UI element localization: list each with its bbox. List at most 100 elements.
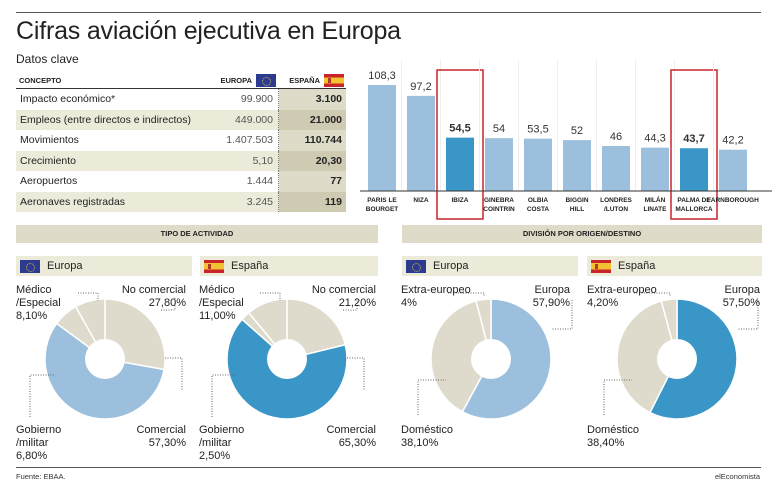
bar bbox=[641, 147, 669, 191]
donut-origin-europe bbox=[417, 292, 573, 420]
bar bbox=[524, 138, 552, 191]
leader-line bbox=[603, 379, 632, 415]
eu-flag-icon bbox=[406, 259, 426, 273]
leader-line bbox=[551, 300, 573, 330]
spain-flag-icon bbox=[591, 259, 611, 273]
bottom-rule bbox=[16, 467, 761, 468]
spain-flag-icon bbox=[324, 74, 344, 87]
subheader-label: Europa bbox=[433, 260, 469, 272]
bar-value-label: 54,5 bbox=[449, 123, 470, 135]
leader-line bbox=[78, 292, 99, 301]
bar bbox=[407, 95, 435, 191]
subheader-activity-europe: Europa bbox=[16, 256, 192, 276]
bar bbox=[602, 145, 630, 191]
bar-value-label: 43,7 bbox=[683, 133, 704, 145]
bar-category-label: PALMA DE bbox=[677, 197, 711, 204]
col-spain-label: ESPAÑA bbox=[289, 76, 320, 85]
label-domestico-spain: Doméstico 38,40% bbox=[587, 424, 639, 449]
cell-concept: Aeropuertos bbox=[20, 175, 78, 188]
leader-line bbox=[634, 292, 671, 297]
bar-category-label: FARNBOROUGH bbox=[707, 197, 759, 204]
cell-spain: 119 bbox=[279, 191, 346, 212]
subheader-label: Europa bbox=[47, 260, 83, 272]
bar-category-label: HILL bbox=[570, 206, 584, 213]
leader-line bbox=[165, 357, 183, 390]
leader-line bbox=[417, 379, 446, 415]
bar-value-label: 97,2 bbox=[410, 81, 431, 93]
bar-value-label: 53,5 bbox=[527, 124, 548, 136]
bar bbox=[563, 140, 591, 191]
bar bbox=[719, 149, 747, 191]
label-europa-europe: Europa 57,90% bbox=[532, 284, 570, 309]
table-row: Empleos (entre directos e indirectos) 449… bbox=[16, 109, 346, 130]
cell-europe: 99.900 bbox=[206, 89, 279, 110]
donut-hole bbox=[657, 339, 697, 379]
donut-slice bbox=[616, 300, 678, 414]
subheader-label: España bbox=[618, 260, 656, 272]
label-extra-spain: Extra-europeo 4,20% bbox=[587, 284, 657, 309]
airports-bar-chart: 108,3 PARIS LE BOURGET 97,2 NIZA 54,5 IBIZA 54 G… bbox=[360, 60, 772, 220]
bar-value-label: 46 bbox=[610, 131, 622, 143]
cell-spain: 3.100 bbox=[279, 89, 346, 110]
donut-activity-spain bbox=[211, 292, 365, 420]
bar-value-label: 54 bbox=[493, 123, 505, 135]
bar-value-label: 52 bbox=[571, 125, 583, 137]
cell-concept: Movimientos bbox=[20, 134, 79, 147]
label-nocomercial-europe: No comercial 27,80% bbox=[121, 284, 186, 309]
section-activity: TIPO DE ACTIVIDAD bbox=[16, 225, 378, 243]
bar-category-label: COSTA bbox=[527, 206, 550, 213]
bar-category-label: IBIZA bbox=[452, 197, 469, 204]
donut-activity-europe bbox=[29, 292, 183, 420]
cell-europe: 449.000 bbox=[206, 109, 279, 130]
cell-concept: Aeronaves registradas bbox=[20, 195, 126, 208]
eu-flag-icon bbox=[20, 259, 40, 273]
label-gobierno-europe: Gobierno/militar 6,80% bbox=[16, 424, 62, 462]
cell-spain: 21.000 bbox=[279, 109, 346, 130]
bar-category-label: BIGGIN bbox=[565, 197, 588, 204]
leader-line bbox=[347, 357, 365, 390]
page-title: Cifras aviación ejecutiva en Europa bbox=[16, 17, 401, 45]
bar-category-label: OLBIA bbox=[528, 197, 549, 204]
bar-category-label: LINATE bbox=[644, 206, 668, 213]
highlight-box bbox=[670, 69, 718, 220]
bar-category-label: NIZA bbox=[413, 197, 428, 204]
donut-slice bbox=[286, 298, 347, 360]
donut-hole bbox=[471, 339, 511, 379]
leader-line bbox=[737, 300, 759, 330]
label-nocomercial-spain: No comercial 21,20% bbox=[311, 284, 376, 309]
leader-line bbox=[260, 292, 281, 301]
label-extra-europe: Extra-europeo 4% bbox=[401, 284, 471, 309]
donut-slice bbox=[430, 299, 492, 413]
bar-category-label: MALLORCA bbox=[675, 206, 712, 213]
source-note: Fuente: EBAA. bbox=[16, 472, 66, 481]
col-europe: EUROPA bbox=[206, 74, 279, 87]
bar-category-label: PARIS LE bbox=[367, 197, 397, 204]
cell-europe: 1.444 bbox=[206, 171, 279, 192]
table-row: Aeropuertos 1.444 77 bbox=[16, 171, 346, 192]
highlight-box bbox=[436, 69, 484, 220]
label-comercial-europe: Comercial 57,30% bbox=[136, 424, 186, 449]
label-gobierno-spain: Gobierno/militar 2,50% bbox=[199, 424, 245, 462]
bar bbox=[680, 148, 708, 191]
cell-spain: 77 bbox=[279, 171, 346, 192]
cell-spain: 20,30 bbox=[279, 150, 346, 171]
label-europa-spain: Europa 57,50% bbox=[722, 284, 760, 309]
label-domestico-europe: Doméstico 38,10% bbox=[401, 424, 453, 449]
table-row: Aeronaves registradas 3.245 119 bbox=[16, 191, 346, 212]
table-row: Impacto económico* 99.900 3.100 bbox=[16, 89, 346, 110]
key-data-table: CONCEPTO EUROPA ESPAÑA Impacto económico… bbox=[16, 73, 346, 212]
cell-europe: 5,10 bbox=[206, 150, 279, 171]
bar bbox=[485, 138, 513, 191]
cell-concept: Empleos (entre directos e indirectos) bbox=[20, 113, 191, 126]
bar bbox=[368, 85, 396, 191]
top-rule bbox=[16, 12, 761, 13]
col-europe-label: EUROPA bbox=[220, 76, 252, 85]
table-row: Movimientos 1.407.503 110.744 bbox=[16, 130, 346, 151]
bar-value-label: 42,2 bbox=[722, 135, 743, 147]
bar-value-label: 44,3 bbox=[644, 133, 665, 145]
bar-category-label: COINTRIN bbox=[483, 206, 515, 213]
section-origin: DIVISIÓN POR ORIGEN/DESTINO bbox=[402, 225, 762, 243]
spain-flag-icon bbox=[204, 259, 224, 273]
bar-category-label: BOURGET bbox=[366, 206, 399, 213]
bar-category-label: /LUTON bbox=[604, 206, 628, 213]
